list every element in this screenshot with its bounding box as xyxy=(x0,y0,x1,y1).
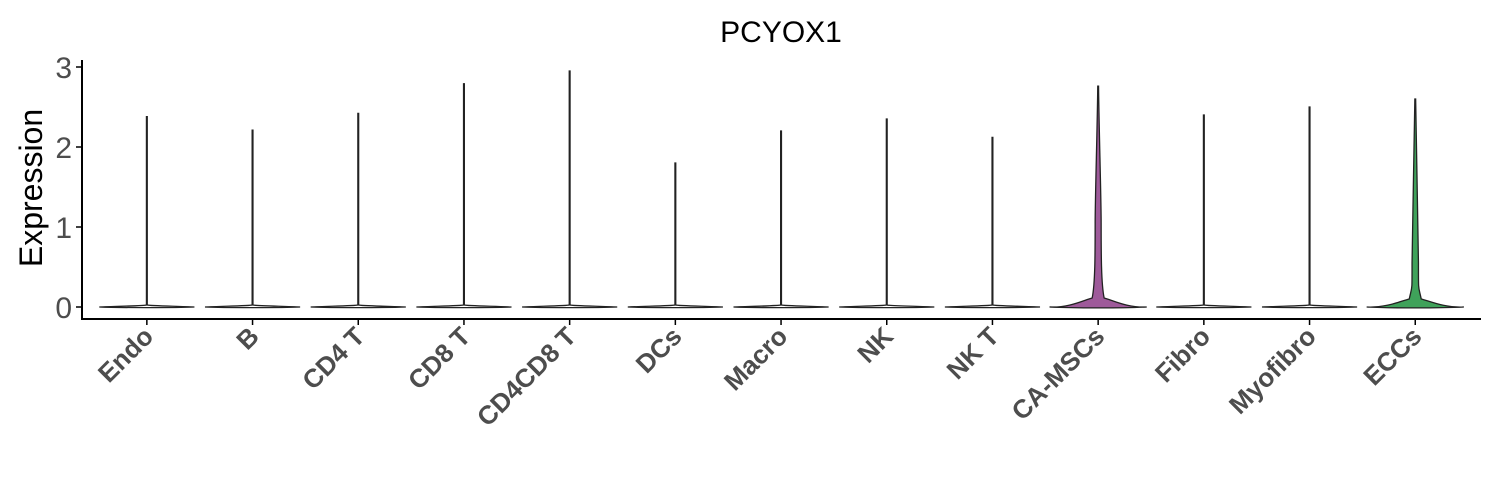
x-tick-label: CD4CD8 T xyxy=(471,321,582,432)
x-tick-label: CA-MSCs xyxy=(1005,321,1110,426)
violin-b xyxy=(204,129,301,309)
violin-cd8-t xyxy=(416,83,512,309)
violin-cd4-t xyxy=(310,112,406,309)
x-tick-label: Myofibro xyxy=(1223,321,1322,420)
violins-layer xyxy=(99,70,1464,309)
y-tick-label: 2 xyxy=(55,132,72,165)
violin-endo xyxy=(99,115,195,309)
x-tick-label: Fibro xyxy=(1149,321,1216,388)
violin-macro xyxy=(733,130,829,309)
y-tick-label: 3 xyxy=(55,52,72,85)
y-tick-labels: 0 1 2 3 xyxy=(55,52,72,325)
y-tick-marks xyxy=(76,66,82,308)
violin-nk xyxy=(839,118,935,309)
x-tick-label: NK T xyxy=(941,321,1005,385)
x-tick-label: DCs xyxy=(630,321,688,379)
violin-fibro xyxy=(1156,114,1252,309)
x-tick-label: ECCs xyxy=(1357,321,1427,391)
x-tick-label: CD4 T xyxy=(296,321,370,395)
y-tick-label: 1 xyxy=(55,212,72,245)
chart-title: PCYOX1 xyxy=(720,16,842,49)
x-tick-label: CD8 T xyxy=(402,321,476,395)
x-tick-label: NK xyxy=(851,321,899,369)
x-tick-label: Macro xyxy=(718,321,793,396)
violin-myofibro xyxy=(1261,106,1358,309)
x-tick-label: Endo xyxy=(92,321,159,388)
violin-cd4cd8-t xyxy=(522,70,618,309)
violin-dcs xyxy=(627,162,723,309)
y-tick-label: 0 xyxy=(55,292,72,325)
violin-nk-t xyxy=(944,136,1041,309)
y-axis-label: Expression xyxy=(13,109,49,267)
x-tick-label: B xyxy=(230,321,264,355)
violin-ca-mscs xyxy=(1049,85,1147,309)
violin-eccs xyxy=(1366,98,1464,309)
